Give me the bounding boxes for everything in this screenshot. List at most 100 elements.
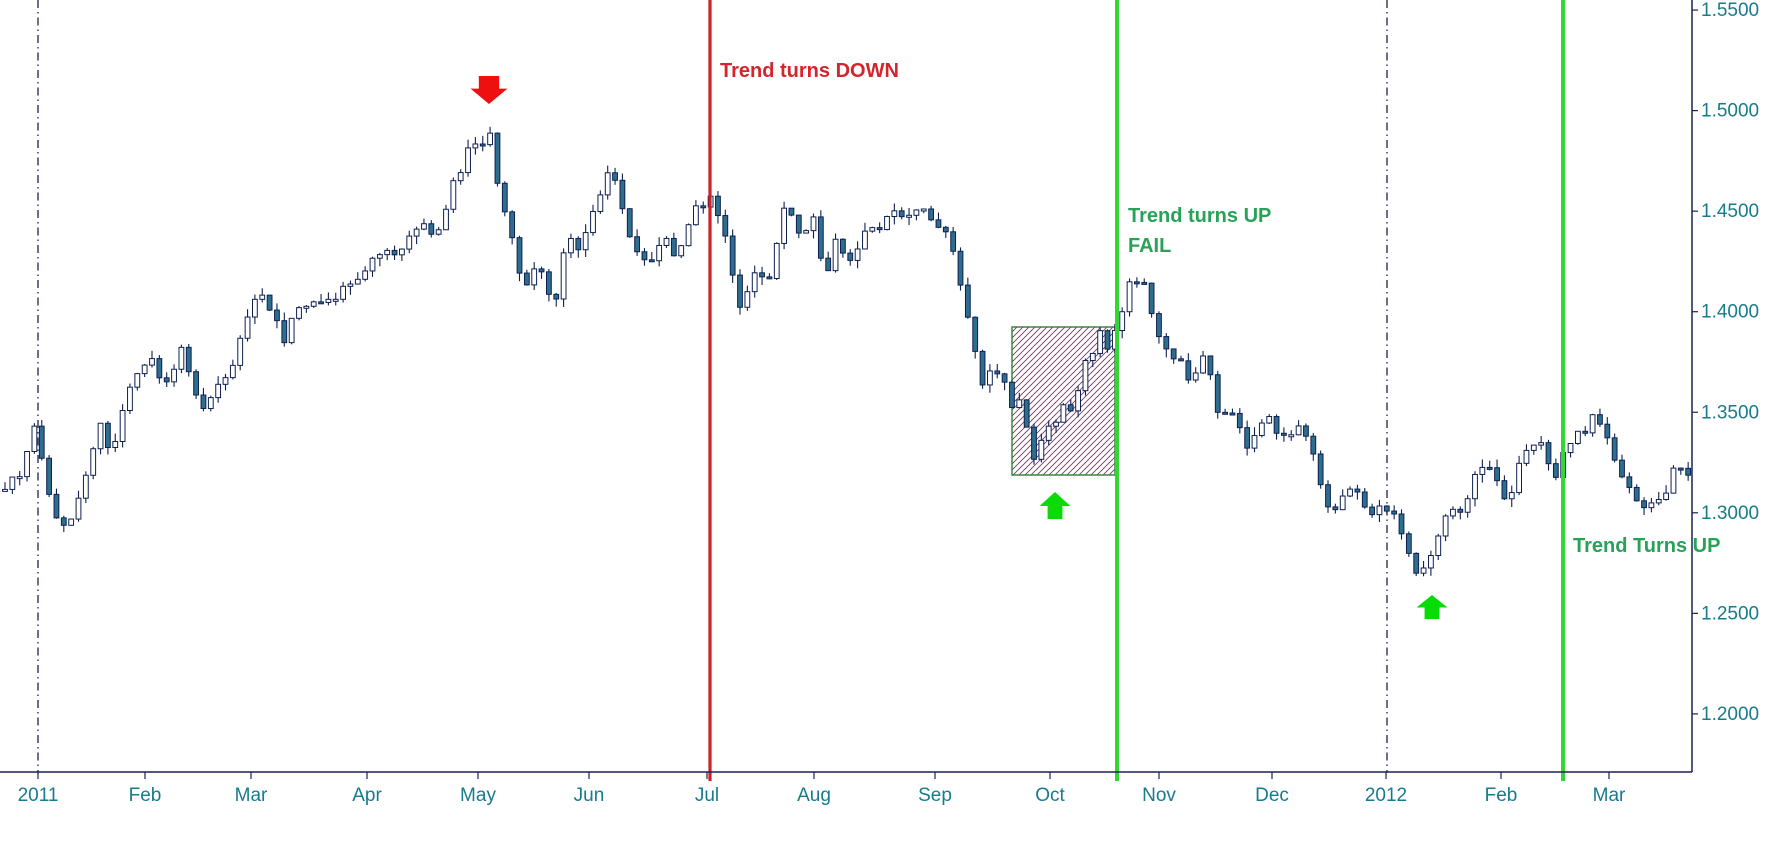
candle	[112, 433, 119, 453]
candle	[1538, 436, 1545, 450]
candle	[516, 235, 523, 282]
candle	[1670, 465, 1677, 494]
annotation-trend-turns-up: Trend Turns UP	[1573, 535, 1721, 557]
candle	[1604, 417, 1611, 445]
candle	[781, 201, 788, 250]
candle	[1545, 439, 1552, 471]
annotation-trend-up-fail-2: FAIL	[1128, 235, 1172, 257]
candle	[1038, 433, 1045, 463]
candle	[928, 205, 935, 222]
candles-layer	[2, 126, 1692, 577]
candle	[1119, 307, 1126, 339]
candle	[825, 251, 832, 272]
candle	[803, 229, 810, 234]
x-axis-label: Feb	[1485, 785, 1518, 806]
candle	[450, 177, 457, 213]
candle	[847, 249, 854, 266]
candle	[1508, 485, 1515, 508]
candle	[1655, 491, 1662, 506]
candle	[817, 210, 824, 262]
candle	[722, 209, 729, 244]
candle	[1479, 459, 1486, 483]
candle	[376, 252, 383, 267]
candle	[391, 245, 398, 260]
candle	[1376, 499, 1383, 523]
candle	[296, 306, 302, 321]
candle	[1494, 459, 1500, 487]
candle	[950, 226, 957, 256]
candle	[119, 404, 126, 448]
candle	[810, 213, 817, 239]
candle	[2, 482, 8, 492]
candle	[1258, 419, 1265, 438]
candle	[1023, 399, 1030, 428]
candle	[531, 262, 538, 291]
x-axis-label: Jun	[574, 785, 605, 806]
candle	[1383, 505, 1390, 514]
candle	[318, 294, 324, 305]
candle	[766, 273, 773, 280]
candle	[1641, 497, 1647, 515]
y-axis-label: 1.5500	[1701, 0, 1759, 21]
candle	[1207, 355, 1214, 380]
candle	[1398, 509, 1405, 540]
candle	[957, 247, 964, 291]
candle	[1339, 489, 1346, 511]
candle	[1677, 467, 1684, 475]
candle	[1332, 503, 1339, 514]
candle	[670, 232, 677, 257]
candle	[252, 294, 258, 324]
candle	[200, 387, 207, 412]
candle	[1045, 420, 1052, 446]
candle	[1185, 353, 1192, 384]
candle	[715, 191, 721, 224]
x-axis-label: Dec	[1255, 785, 1289, 806]
candle	[215, 376, 222, 403]
candle	[1104, 329, 1111, 353]
candle	[325, 292, 332, 306]
candle	[1192, 367, 1199, 383]
candle	[16, 470, 23, 486]
candle	[310, 300, 317, 308]
candle	[1148, 282, 1155, 318]
candle	[876, 222, 883, 234]
candle	[266, 294, 273, 311]
candle	[1575, 430, 1581, 445]
candle	[1619, 454, 1625, 479]
candle	[1611, 433, 1618, 463]
candle	[663, 236, 670, 248]
candle	[1178, 355, 1184, 362]
candle	[1060, 403, 1067, 423]
candle	[259, 288, 266, 303]
candle	[1266, 414, 1273, 425]
x-axis-label: Mar	[1593, 785, 1626, 806]
candle	[178, 344, 185, 374]
y-axis-label: 1.4500	[1701, 201, 1759, 222]
candle	[1464, 495, 1471, 518]
candle	[685, 223, 692, 247]
candle	[1310, 432, 1317, 461]
candle	[1222, 408, 1228, 415]
candle	[362, 266, 369, 282]
candle	[1435, 533, 1442, 560]
candle	[678, 244, 685, 259]
candle	[1501, 475, 1508, 501]
candle	[795, 214, 802, 239]
candle	[38, 419, 45, 461]
candle	[82, 471, 89, 503]
candle	[1295, 420, 1302, 436]
candle	[97, 422, 104, 455]
sell-signal-arrow-icon	[470, 76, 508, 104]
candle	[1229, 408, 1236, 416]
annotation-trend-up-fail-1: Trend turns UP	[1128, 205, 1272, 227]
candle	[281, 312, 288, 347]
x-axis-label: 2011	[18, 785, 59, 806]
candle	[1244, 420, 1251, 456]
candle	[24, 450, 30, 482]
candle	[369, 256, 376, 277]
candle	[744, 285, 751, 311]
buy-signal-arrow-icon	[1416, 595, 1448, 619]
candle	[590, 204, 596, 236]
candle	[648, 252, 655, 263]
candle	[1516, 455, 1522, 496]
